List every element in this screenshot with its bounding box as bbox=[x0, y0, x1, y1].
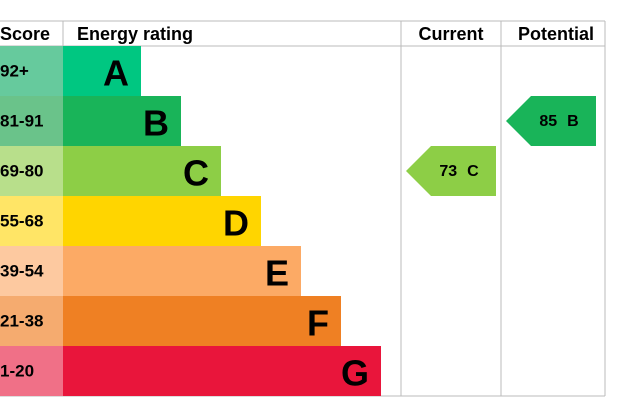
rating-bar bbox=[63, 196, 261, 246]
score-label: 55-68 bbox=[0, 212, 43, 231]
rating-letter: G bbox=[341, 353, 369, 394]
score-cell bbox=[0, 196, 63, 246]
header-score: Score bbox=[0, 24, 50, 44]
potential-value: 85 bbox=[539, 113, 557, 130]
score-label: 92+ bbox=[0, 62, 29, 81]
score-cell bbox=[0, 46, 63, 96]
rating-bar bbox=[63, 96, 181, 146]
rating-letter: A bbox=[103, 53, 129, 94]
score-label: 81-91 bbox=[0, 112, 43, 131]
header-potential: Potential bbox=[518, 24, 594, 44]
score-cell bbox=[0, 346, 63, 396]
score-label: 39-54 bbox=[0, 262, 44, 281]
rating-bar bbox=[63, 246, 301, 296]
current-letter: C bbox=[467, 163, 479, 180]
score-label: 21-38 bbox=[0, 312, 43, 331]
header-rating: Energy rating bbox=[77, 24, 193, 44]
rating-letter: D bbox=[223, 203, 249, 244]
score-cell bbox=[0, 146, 63, 196]
rating-letter: B bbox=[143, 103, 169, 144]
current-value: 73 bbox=[439, 163, 457, 180]
score-cell bbox=[0, 296, 63, 346]
rating-bar bbox=[63, 46, 141, 96]
rating-letter: E bbox=[265, 253, 289, 294]
potential-label: 85 B bbox=[539, 113, 578, 130]
current-label: 73 C bbox=[439, 163, 479, 180]
rating-bar bbox=[63, 346, 381, 396]
score-label: 69-80 bbox=[0, 162, 43, 181]
current-arrow bbox=[406, 146, 496, 196]
score-cell bbox=[0, 96, 63, 146]
rating-bar bbox=[63, 296, 341, 346]
potential-arrow bbox=[506, 96, 596, 146]
score-label: 1-20 bbox=[0, 362, 34, 381]
rating-bar bbox=[63, 146, 221, 196]
rating-letter: C bbox=[183, 153, 209, 194]
header-current: Current bbox=[418, 24, 483, 44]
score-cell bbox=[0, 246, 63, 296]
potential-letter: B bbox=[567, 113, 579, 130]
rating-letter: F bbox=[307, 303, 329, 344]
